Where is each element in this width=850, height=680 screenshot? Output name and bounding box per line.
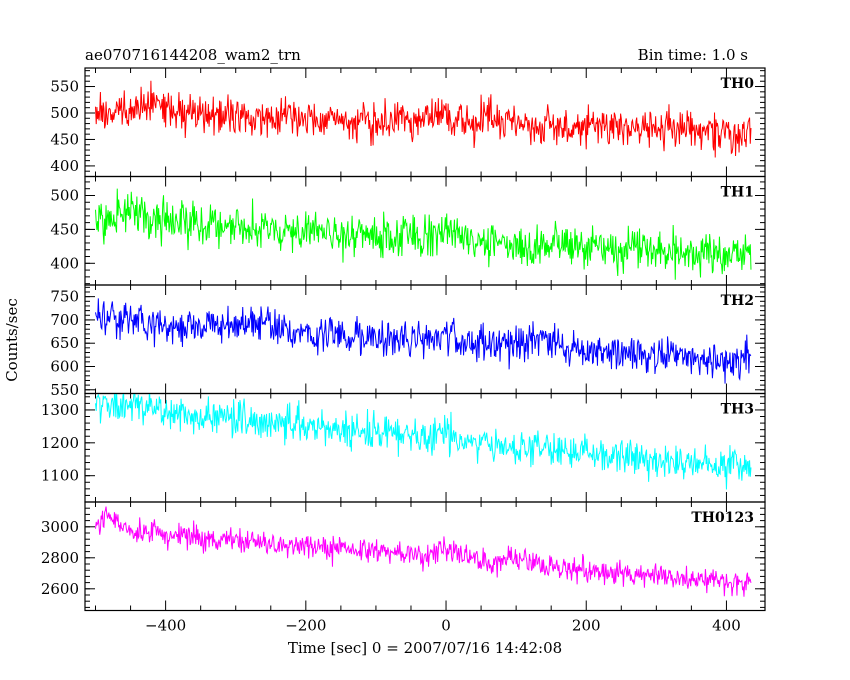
panel-name-label: TH2	[721, 293, 754, 309]
y-tick-label: 550	[50, 78, 79, 96]
panel-th1: 400 450 500 TH1	[50, 175, 766, 286]
y-tick-label: 1300	[41, 401, 79, 419]
panel-name-label: TH0123	[691, 510, 754, 526]
panel-frame	[84, 67, 766, 178]
y-tick-label: 2600	[41, 580, 79, 598]
y-tick-label: 600	[50, 357, 79, 375]
panel-th0123: 2600 2800 3000 TH0123	[41, 501, 766, 612]
series-line-th1	[95, 188, 752, 280]
panel-name-label: TH1	[721, 185, 754, 201]
y-tick-label: 400	[50, 254, 79, 272]
series-line-th3	[95, 393, 752, 490]
panel-th0: 400 450 500 550 TH0	[50, 67, 766, 178]
y-tick-label: 500	[50, 186, 79, 204]
y-tick-label: 750	[50, 288, 79, 306]
y-tick-label: 450	[50, 220, 79, 238]
y-tick-label: 650	[50, 334, 79, 352]
y-tick-label: 1200	[41, 434, 79, 452]
y-tick-label: 3000	[41, 518, 79, 536]
panel-frame	[84, 501, 766, 612]
x-tick-label: −400	[145, 617, 186, 635]
series-line-th2	[95, 298, 752, 384]
panel-name-label: TH3	[721, 402, 754, 418]
x-axis: −400 −200 0 200 400	[145, 617, 741, 635]
panels-group: 400 450 500 550 TH0 400 450 500 TH1 550 600 650 700 7…	[41, 67, 766, 612]
panel-frame	[84, 392, 766, 503]
y-tick-label: 450	[50, 130, 79, 148]
x-tick-label: 0	[441, 617, 451, 635]
y-tick-label: 500	[50, 104, 79, 122]
y-tick-label: 700	[50, 311, 79, 329]
y-tick-label: 400	[50, 157, 79, 175]
chart-title: ae070716144208_wam2_trn	[85, 46, 301, 64]
bin-time-label: Bin time: 1.0 s	[638, 46, 748, 64]
x-tick-label: −200	[285, 617, 326, 635]
x-tick-label: 400	[712, 617, 741, 635]
x-axis-label: Time [sec] 0 = 2007/07/16 14:42:08	[288, 639, 562, 657]
panel-th3: 1100 1200 1300 TH3	[41, 392, 766, 503]
series-line-th0123	[95, 506, 752, 597]
y-tick-label: 550	[50, 381, 79, 399]
y-tick-label: 1100	[41, 467, 79, 485]
y-tick-label: 2800	[41, 549, 79, 567]
panel-th2: 550 600 650 700 750 TH2	[50, 284, 766, 399]
y-axis-label: Counts/sec	[3, 298, 21, 382]
x-tick-label: 200	[572, 617, 601, 635]
panel-name-label: TH0	[721, 76, 755, 92]
series-line-th0	[95, 80, 752, 158]
